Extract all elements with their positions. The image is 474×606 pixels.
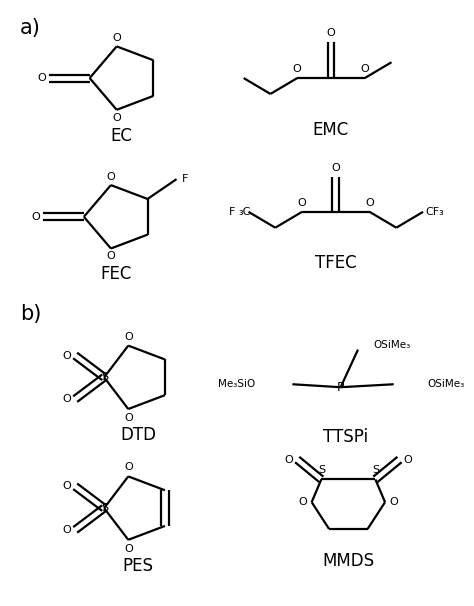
Text: F: F [182,174,188,184]
Text: O: O [37,73,46,83]
Text: FEC: FEC [100,265,131,283]
Text: S: S [101,503,109,513]
Text: OSiMe₃: OSiMe₃ [373,339,410,350]
Text: O: O [124,462,133,473]
Text: O: O [360,64,369,74]
Text: EMC: EMC [313,121,349,139]
Text: O: O [62,350,71,361]
Text: P: P [337,381,345,394]
Text: O: O [62,525,71,535]
Text: O: O [112,33,121,44]
Text: PES: PES [122,556,154,574]
Text: b): b) [20,304,42,324]
Text: O: O [107,251,115,261]
Text: TTSPi: TTSPi [323,428,368,446]
Text: ₃C: ₃C [239,207,251,217]
Text: O: O [31,212,40,222]
Text: O: O [62,481,71,491]
Text: O: O [299,497,307,507]
Text: O: O [365,198,374,208]
Text: OSiMe₃: OSiMe₃ [428,379,465,389]
Text: O: O [107,172,115,182]
Text: O: O [298,198,306,208]
Text: O: O [284,454,293,465]
Text: CF₃: CF₃ [425,207,444,217]
Text: DTD: DTD [120,426,156,444]
Text: O: O [124,413,133,423]
Text: S: S [101,372,109,382]
Text: O: O [112,113,121,122]
Text: EC: EC [110,127,132,145]
Text: F: F [228,207,235,217]
Text: O: O [327,28,335,39]
Text: a): a) [20,18,41,38]
Text: Me₃SiO: Me₃SiO [219,379,255,389]
Text: O: O [389,497,398,507]
Text: O: O [62,394,71,404]
Text: S: S [318,465,325,476]
Text: O: O [404,454,412,465]
Text: TFEC: TFEC [315,255,356,272]
Text: S: S [372,465,379,476]
Text: O: O [331,163,340,173]
Text: O: O [293,64,301,74]
Text: O: O [124,331,133,342]
Text: O: O [124,544,133,554]
Text: MMDS: MMDS [322,551,374,570]
